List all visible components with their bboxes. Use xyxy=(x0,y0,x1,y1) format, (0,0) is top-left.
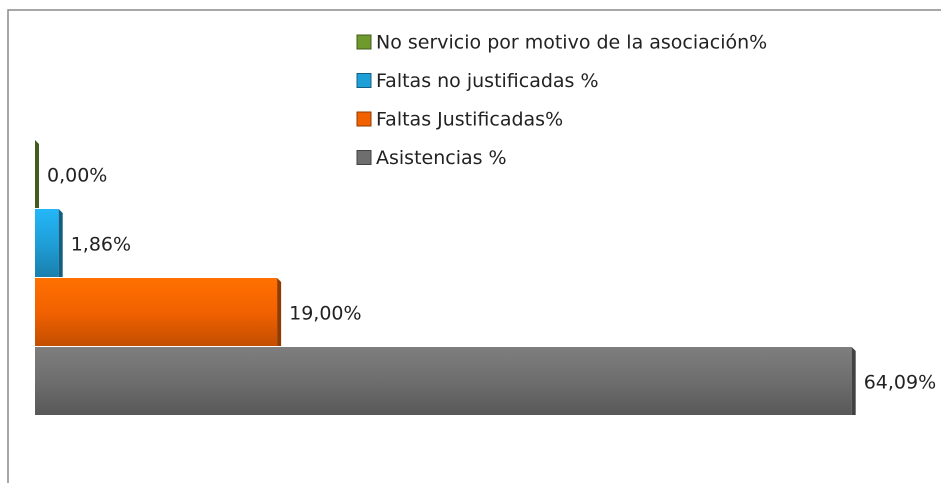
bar-side xyxy=(58,209,63,277)
data-label: 0,00% xyxy=(47,165,107,187)
legend-swatch xyxy=(356,111,372,127)
legend-swatch xyxy=(356,150,372,165)
bar xyxy=(35,209,59,277)
data-label: 1,86% xyxy=(71,234,131,256)
data-label: 64,09% xyxy=(864,372,936,394)
legend-label: Faltas Justificadas% xyxy=(376,109,563,131)
legend-label: Asistencias % xyxy=(376,147,507,169)
bar-side xyxy=(277,278,282,346)
bar-side xyxy=(851,347,856,415)
bar-side xyxy=(35,140,39,208)
legend-label: No servicio por motivo de la asociación% xyxy=(376,32,767,54)
bar xyxy=(35,347,852,415)
legend-swatch xyxy=(356,73,372,88)
bar xyxy=(35,278,278,346)
data-label: 19,00% xyxy=(289,303,361,325)
legend-label: Faltas no justificadas % xyxy=(376,70,599,92)
legend-swatch xyxy=(356,34,372,50)
